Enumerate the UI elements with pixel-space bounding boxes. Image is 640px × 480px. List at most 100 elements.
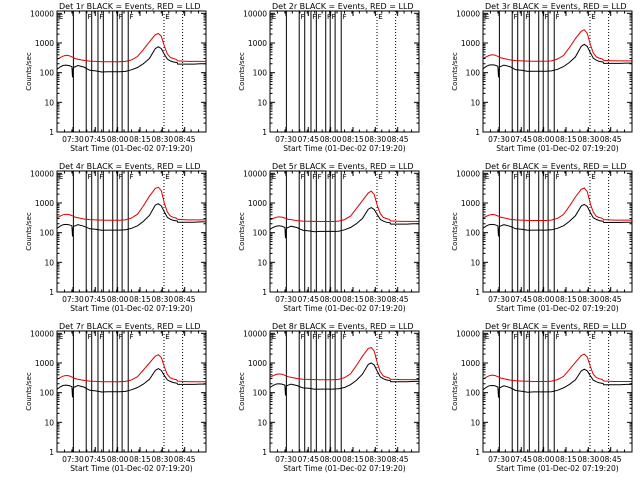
flag-label: F [525,13,529,21]
x-tick-label: 07:45 [297,295,319,304]
x-tick-label: 07:45 [84,135,106,144]
y-axis-label: Counts/sec [238,372,246,411]
y-tick-label: 1 [475,288,480,297]
flag-label: F [312,13,316,21]
y-tick-label: 1000 [461,359,480,368]
x-tick-label: 07:30 [488,135,510,144]
flag-label: F [99,333,103,341]
x-tick-label: 08:15 [555,455,577,464]
flag-label: F [556,173,560,181]
flag-label: F [331,333,335,341]
chart-title: Det 6r BLACK = Events, RED = LLD [485,162,627,171]
flag-label: F [88,173,92,181]
series-line-events [482,368,632,398]
flag-label: F [525,173,529,181]
y-tick-label: 1000 [35,39,54,48]
flag-label: F [99,13,103,21]
x-tick-label: 08:00 [533,295,555,304]
y-tick-label: 10 [257,418,267,427]
y-tick-label: 10 [257,98,267,107]
x-tick-label: 08:15 [342,455,364,464]
x-axis-label: Start Time (01-Dec-02 07:19:20) [283,464,405,473]
series-line-lld [56,32,206,63]
flag-label: E [59,173,63,181]
x-axis-label: Start Time (01-Dec-02 07:19:20) [70,304,192,313]
flag-label: E [165,333,169,341]
y-axis-label: Counts/sec [451,52,459,91]
x-axis-label: Start Time (01-Dec-02 07:19:20) [496,144,618,153]
plot-frame [56,330,207,453]
x-tick-label: 08:00 [320,135,342,144]
plot-frame [56,170,207,293]
x-tick-label: 08:30 [578,135,600,144]
flag-label: F [312,333,316,341]
x-tick-label: 07:45 [510,135,532,144]
y-axis-label: Counts/sec [451,372,459,411]
flag-label: F [544,173,548,181]
y-tick-label: 10 [44,98,54,107]
x-tick-label: 08:30 [578,295,600,304]
flag-label: F [514,173,518,181]
y-tick-label: 10 [44,258,54,267]
plot-frame [482,330,633,453]
flag-label: F [327,13,331,21]
y-tick-label: 10 [470,98,480,107]
x-tick-label: 08:45 [174,295,196,304]
y-tick-label: 10 [470,418,480,427]
x-tick-label: 08:30 [578,455,600,464]
x-tick-label: 08:30 [365,135,387,144]
x-tick-label: 07:30 [62,455,84,464]
flag-label: F [118,333,122,341]
y-tick-label: 1 [49,128,54,137]
x-tick-label: 08:15 [555,295,577,304]
flag-label: F [301,173,305,181]
x-tick-label: 08:00 [107,455,129,464]
x-tick-label: 08:15 [555,135,577,144]
x-tick-label: 08:15 [342,135,364,144]
flag-label: F [343,13,347,21]
flag-label: E [378,333,382,341]
x-tick-label: 08:15 [342,295,364,304]
y-axis-label: Counts/sec [25,52,33,91]
x-tick-label: 07:45 [297,455,319,464]
flag-label: F [301,13,305,21]
y-tick-label: 1 [49,288,54,297]
x-tick-label: 07:30 [488,295,510,304]
series-line-events [56,203,206,237]
y-tick-label: 10 [44,418,54,427]
flag-label: F [99,173,103,181]
y-tick-label: 10000 [456,169,480,178]
chart-title: Det 2r BLACK = Events, RED = LLD [272,2,414,11]
series-line-lld [269,347,419,381]
chart-title: Det 9r BLACK = Events, RED = LLD [485,322,627,331]
x-tick-label: 07:45 [510,455,532,464]
x-tick-label: 08:15 [129,135,151,144]
flag-label: F [318,333,322,341]
x-tick-label: 08:00 [107,135,129,144]
y-tick-label: 1000 [461,39,480,48]
y-axis-label: Counts/sec [238,52,246,91]
series-line-events [482,203,632,237]
x-axis-label: Start Time (01-Dec-02 07:19:20) [496,464,618,473]
x-axis-label: Start Time (01-Dec-02 07:19:20) [496,304,618,313]
x-tick-label: 08:30 [152,455,174,464]
flag-label: F [88,13,92,21]
x-tick-label: 08:30 [152,135,174,144]
x-tick-label: 08:00 [533,135,555,144]
y-tick-label: 10000 [30,329,54,338]
flag-label: E [378,13,382,21]
series-line-lld [56,186,206,221]
y-tick-label: 10000 [30,169,54,178]
x-tick-label: 08:15 [129,295,151,304]
x-axis-label: Start Time (01-Dec-02 07:19:20) [70,464,192,473]
flag-label: F [118,173,122,181]
x-tick-label: 08:45 [600,135,622,144]
y-tick-label: 100 [40,69,55,78]
plot-frame [56,10,207,133]
